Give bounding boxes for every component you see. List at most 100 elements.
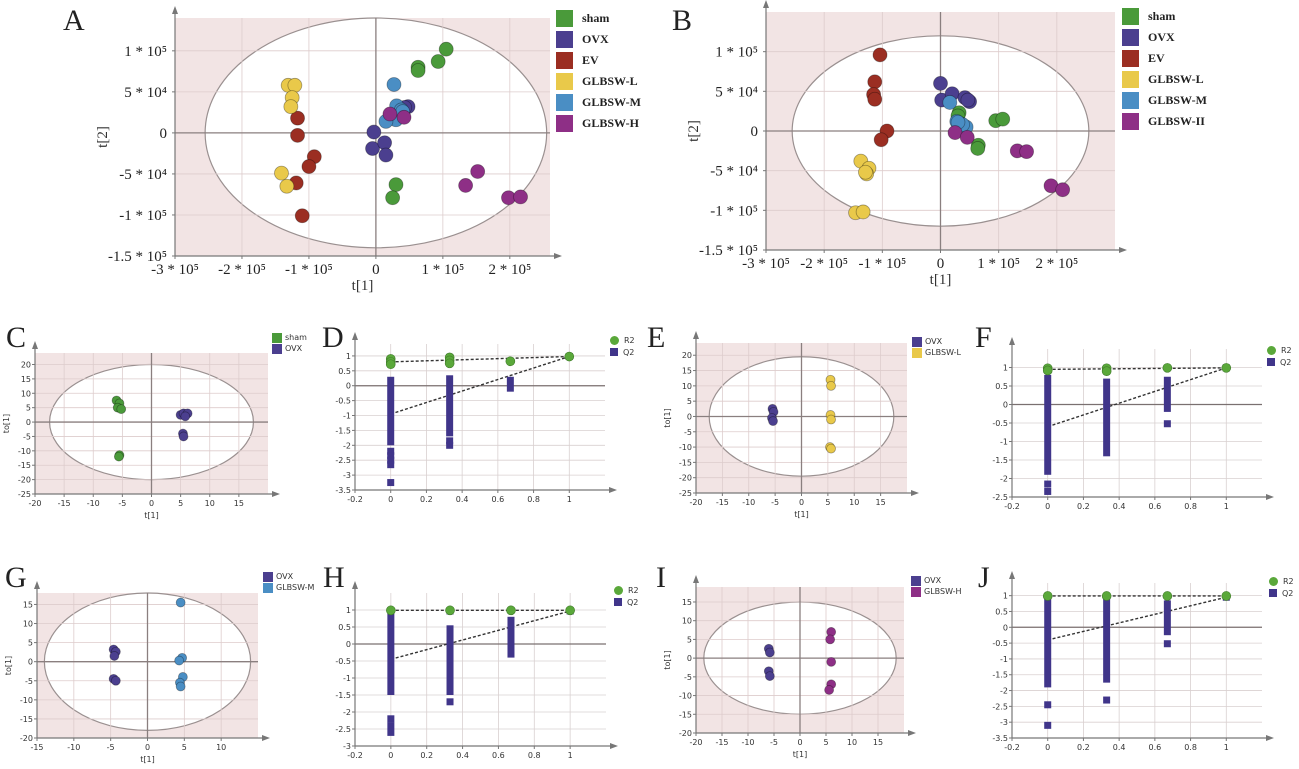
y-tick-label: 10 — [682, 382, 692, 391]
q2-point-column — [446, 375, 454, 437]
x-axis-title-c: t[1] — [144, 511, 158, 520]
legend-swatch — [1122, 71, 1139, 88]
data-point-sham — [430, 54, 446, 69]
data-point-ovx — [933, 76, 948, 91]
y-axis-title-i: to[1] — [663, 650, 672, 669]
circle-marker-icon — [614, 585, 623, 595]
data-point-glbsw-m — [175, 597, 186, 608]
r2-point — [1162, 591, 1173, 601]
x-tick-label: 0.6 — [491, 495, 504, 504]
q2-point — [1044, 701, 1052, 709]
y-tick-label: -15 — [679, 710, 692, 719]
circle-marker-icon — [1267, 345, 1276, 355]
y-tick-label: -10 — [679, 443, 692, 452]
data-point-ovx — [178, 431, 189, 442]
y-axis-arrow-b — [763, 0, 769, 8]
legend-label: sham — [1148, 9, 1176, 23]
panel-label-b: B — [672, 4, 693, 37]
legend-label: OVX — [582, 32, 609, 46]
y-tick-label: 15 — [23, 600, 33, 609]
y-tick-label: -2.5 — [992, 493, 1008, 502]
y-tick-label: 0 — [1003, 401, 1008, 410]
legend-label: Q2 — [623, 347, 635, 357]
legend-label: GLBSW-M — [582, 95, 641, 109]
data-point-glbsw-l — [858, 164, 873, 180]
legend-label: EV — [1148, 51, 1165, 65]
data-point-ovx — [764, 647, 775, 658]
legend-item-q2: Q2 — [1267, 356, 1292, 368]
legend-swatch — [263, 582, 273, 593]
legend-a: sham OVX EV GLBSW-L GLBSW-M GLBSW-H — [556, 8, 641, 134]
legend-b: sham OVX EV GLBSW-L GLBSW-M GLBSW-II — [1122, 6, 1207, 132]
data-point-glbsw-h — [382, 106, 398, 122]
y-tick-label: -20 — [20, 734, 33, 743]
q2-point — [1103, 696, 1111, 704]
y-tick-label: -15 — [679, 458, 692, 467]
legend-item-ovx: OVX — [1122, 27, 1207, 48]
legend-swatch — [556, 115, 573, 132]
y-axis-arrow-i — [693, 575, 699, 583]
legend-label: OVX — [925, 337, 943, 346]
data-point-ovx — [180, 411, 191, 422]
x-tick-label: 1 — [568, 751, 573, 760]
legend-item-r2: R2 — [610, 334, 635, 346]
r2-point — [1221, 363, 1232, 373]
x-axis-arrow-j — [1266, 735, 1274, 741]
y-tick-label: -3 — [1000, 718, 1008, 727]
y-tick-label: -3 — [343, 742, 351, 751]
r2-point — [1221, 591, 1232, 601]
y-tick-label: 5 — [28, 639, 33, 648]
data-point-glbsw-m — [174, 655, 185, 666]
r2-point — [506, 605, 516, 616]
r2-point — [1162, 363, 1173, 373]
data-point-ovx — [768, 416, 778, 426]
r2-point — [445, 605, 455, 616]
x-tick-label: 0.6 — [1148, 743, 1161, 752]
x-tick-label: 0.6 — [1148, 502, 1161, 511]
y-tick-label: 0.5 — [995, 607, 1008, 616]
x-tick-label: -10 — [741, 738, 754, 747]
y-tick-label: -5 * 10⁴ — [119, 167, 167, 183]
data-point-glbsw-h — [825, 634, 836, 645]
y-tick-label: 20 — [682, 351, 692, 360]
y-axis-arrow-j — [1009, 571, 1015, 579]
data-point-ev — [294, 208, 310, 224]
q2-point — [387, 728, 395, 736]
y-tick-label: -2 — [343, 441, 351, 450]
x-tick-label: -5 — [770, 738, 778, 747]
r2-point — [1101, 591, 1112, 601]
x-tick-label: -5 — [107, 743, 115, 752]
legend-label: OVX — [1148, 30, 1175, 44]
x-tick-label: -1 * 10⁵ — [285, 262, 333, 278]
y-tick-label: 1 — [1003, 592, 1008, 601]
q2-point-column — [446, 625, 454, 695]
x-axis-arrow-c — [272, 491, 280, 497]
q2-point-column — [1044, 374, 1052, 475]
q2-point-column — [1044, 597, 1052, 688]
x-tick-label: 5 — [823, 738, 828, 747]
q2-regression-line — [390, 355, 570, 415]
q2-point — [387, 715, 395, 723]
data-point-ovx — [378, 147, 394, 163]
data-point-glbsw-m — [942, 95, 958, 110]
legend-item-ev: EV — [1122, 48, 1207, 69]
legend-item-glbsw-m: GLBSW-M — [556, 92, 641, 113]
y-tick-label: -1.5 — [335, 426, 351, 435]
q2-point-column — [1163, 600, 1171, 636]
legend-label: Q2 — [1282, 588, 1294, 598]
data-point-glbsw-l — [826, 414, 836, 425]
y-tick-label: -20 — [679, 729, 692, 738]
legend-item-ovx: OVX — [263, 571, 314, 582]
legend-label: R2 — [1281, 345, 1292, 355]
y-tick-label: 5 — [687, 397, 692, 406]
x-tick-label: 0.2 — [420, 495, 433, 504]
q2-point — [1044, 480, 1052, 488]
q2-point — [387, 722, 395, 730]
legend-label: OVX — [276, 572, 294, 581]
x-tick-label: -20 — [689, 498, 702, 507]
y-tick-label: -2 — [1000, 687, 1008, 696]
y-tick-label: 10 — [23, 620, 33, 629]
x-tick-label: 0 — [1045, 502, 1050, 511]
